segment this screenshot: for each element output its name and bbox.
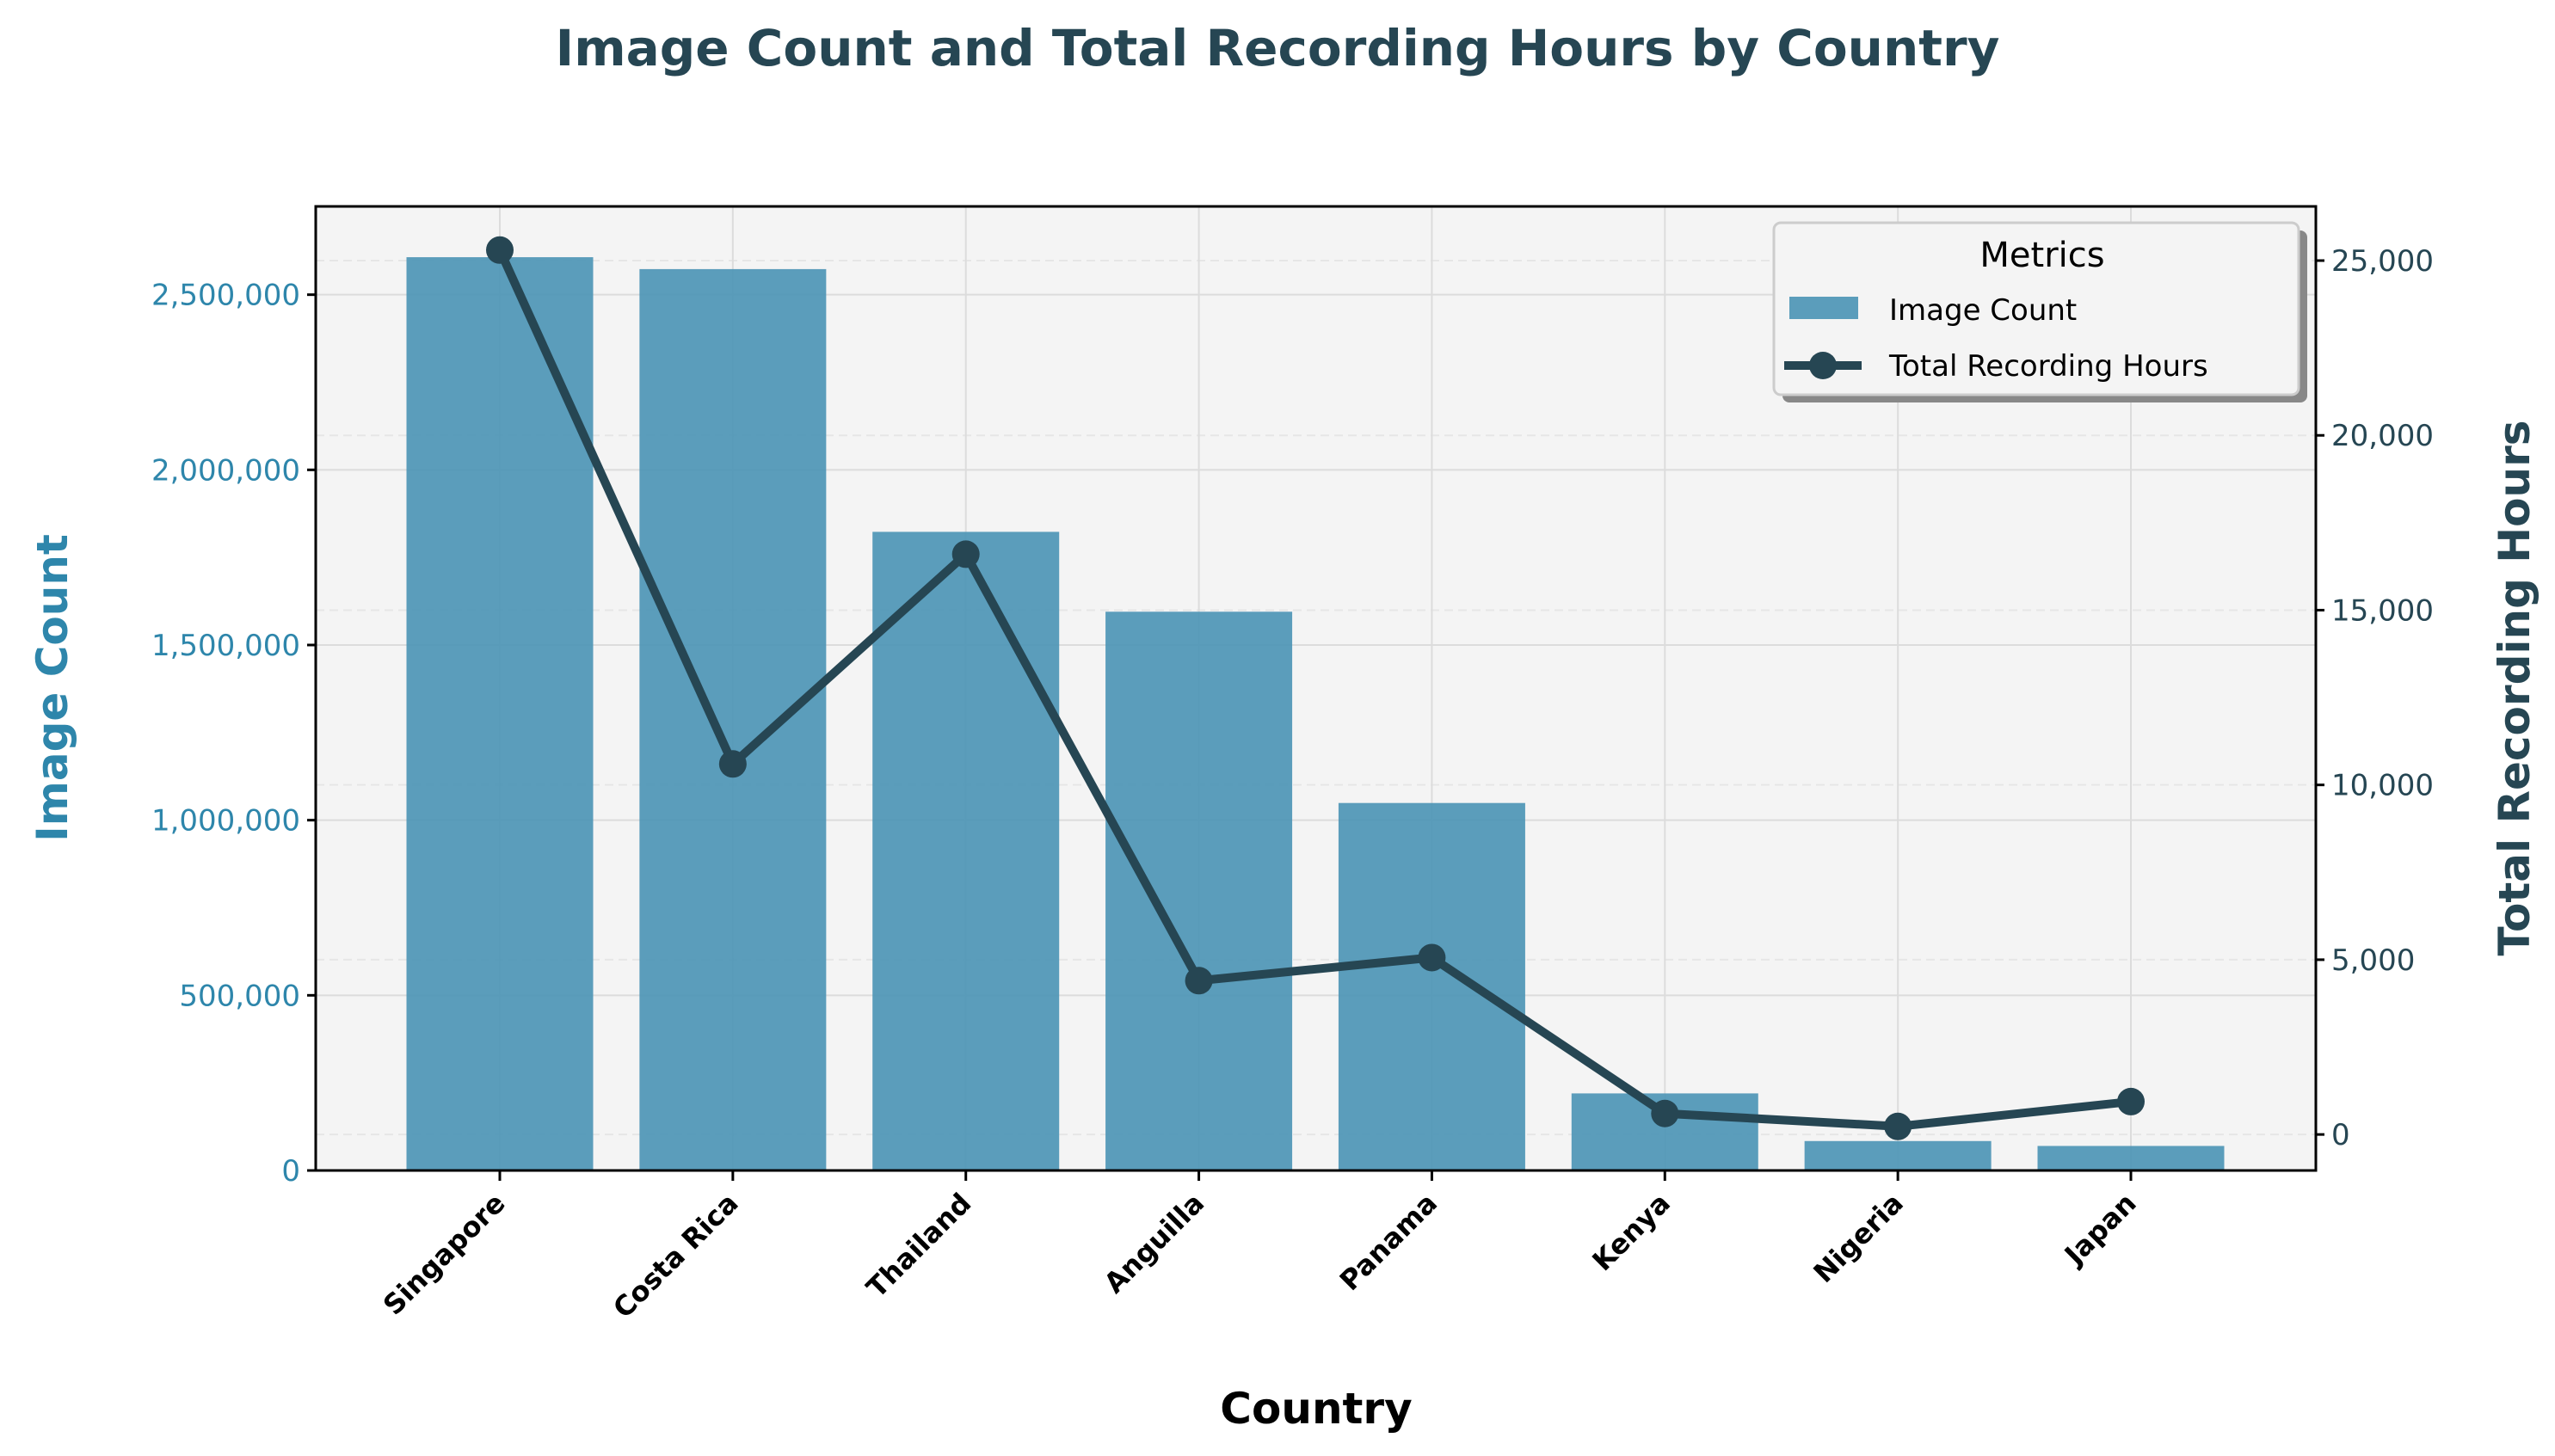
x-tick-label: Kenya — [1585, 1187, 1676, 1277]
plot-frame — [314, 205, 2318, 1172]
y2-tick-label: 25,000 — [2331, 244, 2434, 279]
legend-label-recording-hours: Total Recording Hours — [1888, 349, 2208, 384]
legend-box — [1772, 221, 2300, 396]
y-axis-label: Image Count — [28, 534, 77, 842]
point-nigeria — [1884, 1112, 1912, 1140]
x-tick-label: Panama — [1333, 1187, 1444, 1297]
y-tick-label: 2,000,000 — [151, 453, 300, 488]
point-thailand — [951, 540, 980, 568]
y-tick-label: 500,000 — [179, 979, 300, 1013]
x-tick-label: Costa Rica — [606, 1187, 744, 1324]
legend-title: Metrics — [1979, 236, 2104, 275]
point-singapore — [486, 236, 514, 264]
bar-costa-rica — [639, 268, 827, 1171]
y-tick-label: 0 — [281, 1154, 300, 1189]
legend-swatch-image-count — [1789, 297, 1858, 319]
x-tick-label: Thailand — [860, 1187, 978, 1305]
legend: Metrics Image Count Total Recording Hour… — [1772, 221, 2307, 402]
bar-japan — [2037, 1146, 2225, 1170]
x-axis-label: Country — [1220, 1384, 1412, 1434]
chart-title: Image Count and Total Recording Hours by… — [556, 19, 2000, 77]
y-tick-label: 2,500,000 — [151, 279, 300, 313]
bar-panama — [1338, 802, 1525, 1170]
bar-nigeria — [1804, 1140, 1992, 1170]
y2-tick-label: 5,000 — [2331, 943, 2415, 978]
y2-tick-label: 15,000 — [2331, 593, 2434, 628]
bar-anguilla — [1105, 611, 1293, 1170]
x-tick-label: Japan — [2057, 1187, 2143, 1273]
y2-tick-label: 20,000 — [2331, 419, 2434, 453]
y-tick-label: 1,500,000 — [151, 629, 300, 663]
y-tick-label: 1,000,000 — [151, 804, 300, 839]
point-costa-rica — [718, 750, 747, 778]
point-japan — [2117, 1087, 2145, 1115]
y2-tick-label: 10,000 — [2331, 769, 2434, 803]
line-recording-hours — [496, 248, 2132, 1131]
y2-axis-label: Total Recording Hours — [2490, 421, 2540, 956]
legend-swatch-marker — [1809, 352, 1837, 379]
point-anguilla — [1185, 967, 1213, 995]
bar-thailand — [872, 531, 1060, 1170]
legend-label-image-count: Image Count — [1889, 293, 2077, 328]
point-panama — [1418, 943, 1446, 972]
x-tick-label: Anguilla — [1098, 1187, 1210, 1299]
point-kenya — [1651, 1099, 1679, 1127]
bar-singapore — [406, 257, 594, 1170]
y2-tick-label: 0 — [2331, 1118, 2350, 1152]
x-tick-label: Nigeria — [1807, 1187, 1910, 1289]
x-tick-label: Singapore — [377, 1187, 512, 1322]
